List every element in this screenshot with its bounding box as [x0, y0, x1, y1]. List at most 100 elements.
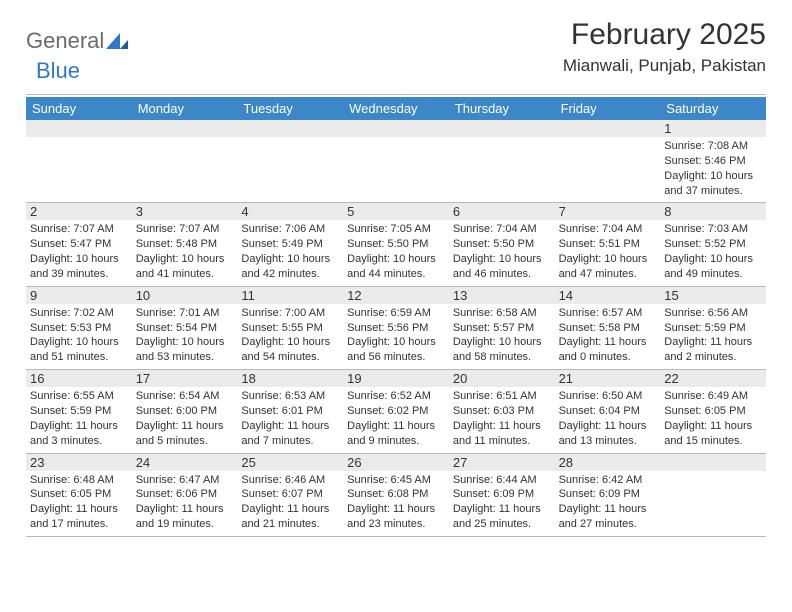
- sunrise-text: Sunrise: 6:42 AM: [559, 473, 657, 488]
- sunset-text: Sunset: 6:09 PM: [559, 487, 657, 502]
- day-number: 8: [660, 203, 766, 220]
- location-text: Mianwali, Punjab, Pakistan: [563, 56, 766, 76]
- day-cell: 2Sunrise: 7:07 AMSunset: 5:47 PMDaylight…: [26, 203, 132, 285]
- day-number: [449, 120, 555, 137]
- sunrise-text: Sunrise: 7:07 AM: [136, 222, 234, 237]
- week-row: 9Sunrise: 7:02 AMSunset: 5:53 PMDaylight…: [26, 287, 766, 370]
- day-number: 1: [660, 120, 766, 137]
- week-row: 2Sunrise: 7:07 AMSunset: 5:47 PMDaylight…: [26, 203, 766, 286]
- day-details: Sunrise: 6:42 AMSunset: 6:09 PMDaylight:…: [559, 473, 657, 532]
- sunrise-text: Sunrise: 6:57 AM: [559, 306, 657, 321]
- day-details: Sunrise: 6:45 AMSunset: 6:08 PMDaylight:…: [347, 473, 445, 532]
- header-divider: [26, 94, 766, 95]
- day-cell: 23Sunrise: 6:48 AMSunset: 6:05 PMDayligh…: [26, 454, 132, 536]
- day-number: 20: [449, 370, 555, 387]
- daylight-text: Daylight: 11 hours and 2 minutes.: [664, 335, 762, 365]
- sunset-text: Sunset: 5:53 PM: [30, 321, 128, 336]
- day-details: Sunrise: 6:51 AMSunset: 6:03 PMDaylight:…: [453, 389, 551, 448]
- sunset-text: Sunset: 5:59 PM: [30, 404, 128, 419]
- daylight-text: Daylight: 11 hours and 17 minutes.: [30, 502, 128, 532]
- daylight-text: Daylight: 11 hours and 15 minutes.: [664, 419, 762, 449]
- sunrise-text: Sunrise: 6:55 AM: [30, 389, 128, 404]
- calendar-grid: 1 Sunrise: 7:08 AMSunset: 5:46 PMDaylight…: [26, 120, 766, 537]
- day-cell: 9Sunrise: 7:02 AMSunset: 5:53 PMDaylight…: [26, 287, 132, 369]
- sunset-text: Sunset: 5:47 PM: [30, 237, 128, 252]
- day-details: Sunrise: 7:08 AMSunset: 5:46 PMDaylight:…: [664, 139, 762, 198]
- day-details: Sunrise: 6:58 AMSunset: 5:57 PMDaylight:…: [453, 306, 551, 365]
- day-details: Sunrise: 6:57 AMSunset: 5:58 PMDaylight:…: [559, 306, 657, 365]
- sunset-text: Sunset: 6:04 PM: [559, 404, 657, 419]
- month-title: February 2025: [563, 18, 766, 52]
- day-details: Sunrise: 6:56 AMSunset: 5:59 PMDaylight:…: [664, 306, 762, 365]
- day-number: 27: [449, 454, 555, 471]
- day-cell: 27 Sunrise: 6:44 AMSunset: 6:09 PMDayligh…: [449, 454, 555, 536]
- sunset-text: Sunset: 6:03 PM: [453, 404, 551, 419]
- day-cell: 25Sunrise: 6:46 AMSunset: 6:07 PMDayligh…: [237, 454, 343, 536]
- daylight-text: Daylight: 11 hours and 7 minutes.: [241, 419, 339, 449]
- day-cell: 12Sunrise: 6:59 AMSunset: 5:56 PMDayligh…: [343, 287, 449, 369]
- day-cell: 22Sunrise: 6:49 AMSunset: 6:05 PMDayligh…: [660, 370, 766, 452]
- weekday-header-row: Sunday Monday Tuesday Wednesday Thursday…: [26, 97, 766, 120]
- day-details: Sunrise: 6:46 AMSunset: 6:07 PMDaylight:…: [241, 473, 339, 532]
- day-number: 7: [555, 203, 661, 220]
- day-cell: 7 Sunrise: 7:04 AMSunset: 5:51 PMDaylight…: [555, 203, 661, 285]
- day-details: Sunrise: 7:02 AMSunset: 5:53 PMDaylight:…: [30, 306, 128, 365]
- day-number: 12: [343, 287, 449, 304]
- day-cell: [343, 120, 449, 202]
- sunset-text: Sunset: 6:02 PM: [347, 404, 445, 419]
- logo-text-blue: Blue: [36, 58, 80, 83]
- day-cell: [132, 120, 238, 202]
- daylight-text: Daylight: 10 hours and 37 minutes.: [664, 169, 762, 199]
- sunset-text: Sunset: 5:50 PM: [453, 237, 551, 252]
- logo-text-general: General: [26, 28, 104, 54]
- week-row: 1 Sunrise: 7:08 AMSunset: 5:46 PMDaylight…: [26, 120, 766, 203]
- day-cell: [26, 120, 132, 202]
- day-number: 3: [132, 203, 238, 220]
- sunrise-text: Sunrise: 7:06 AM: [241, 222, 339, 237]
- day-number: 22: [660, 370, 766, 387]
- sunrise-text: Sunrise: 6:45 AM: [347, 473, 445, 488]
- day-details: Sunrise: 7:07 AMSunset: 5:47 PMDaylight:…: [30, 222, 128, 281]
- daylight-text: Daylight: 10 hours and 39 minutes.: [30, 252, 128, 282]
- weekday-monday: Monday: [132, 97, 238, 120]
- sunset-text: Sunset: 5:56 PM: [347, 321, 445, 336]
- sunset-text: Sunset: 5:59 PM: [664, 321, 762, 336]
- day-details: Sunrise: 7:00 AMSunset: 5:55 PMDaylight:…: [241, 306, 339, 365]
- sunset-text: Sunset: 6:09 PM: [453, 487, 551, 502]
- sunrise-text: Sunrise: 7:03 AM: [664, 222, 762, 237]
- daylight-text: Daylight: 10 hours and 41 minutes.: [136, 252, 234, 282]
- day-cell: 15 Sunrise: 6:56 AMSunset: 5:59 PMDayligh…: [660, 287, 766, 369]
- sunrise-text: Sunrise: 7:01 AM: [136, 306, 234, 321]
- day-details: Sunrise: 7:04 AMSunset: 5:51 PMDaylight:…: [559, 222, 657, 281]
- day-cell: 16Sunrise: 6:55 AMSunset: 5:59 PMDayligh…: [26, 370, 132, 452]
- sunset-text: Sunset: 5:50 PM: [347, 237, 445, 252]
- sunrise-text: Sunrise: 6:54 AM: [136, 389, 234, 404]
- daylight-text: Daylight: 11 hours and 13 minutes.: [559, 419, 657, 449]
- day-number: 17: [132, 370, 238, 387]
- sunset-text: Sunset: 6:07 PM: [241, 487, 339, 502]
- day-cell: 1 Sunrise: 7:08 AMSunset: 5:46 PMDaylight…: [660, 120, 766, 202]
- daylight-text: Daylight: 11 hours and 0 minutes.: [559, 335, 657, 365]
- day-cell: [449, 120, 555, 202]
- sunset-text: Sunset: 6:05 PM: [664, 404, 762, 419]
- day-number: 15: [660, 287, 766, 304]
- day-details: Sunrise: 6:55 AMSunset: 5:59 PMDaylight:…: [30, 389, 128, 448]
- day-details: Sunrise: 6:44 AMSunset: 6:09 PMDaylight:…: [453, 473, 551, 532]
- sunrise-text: Sunrise: 7:02 AM: [30, 306, 128, 321]
- daylight-text: Daylight: 11 hours and 5 minutes.: [136, 419, 234, 449]
- day-cell: 24Sunrise: 6:47 AMSunset: 6:06 PMDayligh…: [132, 454, 238, 536]
- day-number: [237, 120, 343, 137]
- day-number: 6: [449, 203, 555, 220]
- day-details: Sunrise: 6:52 AMSunset: 6:02 PMDaylight:…: [347, 389, 445, 448]
- sunrise-text: Sunrise: 7:08 AM: [664, 139, 762, 154]
- day-details: Sunrise: 7:06 AMSunset: 5:49 PMDaylight:…: [241, 222, 339, 281]
- weekday-saturday: Saturday: [660, 97, 766, 120]
- daylight-text: Daylight: 11 hours and 21 minutes.: [241, 502, 339, 532]
- daylight-text: Daylight: 11 hours and 11 minutes.: [453, 419, 551, 449]
- sunrise-text: Sunrise: 6:46 AM: [241, 473, 339, 488]
- daylight-text: Daylight: 10 hours and 53 minutes.: [136, 335, 234, 365]
- day-number: 18: [237, 370, 343, 387]
- sunset-text: Sunset: 5:51 PM: [559, 237, 657, 252]
- day-details: Sunrise: 7:01 AMSunset: 5:54 PMDaylight:…: [136, 306, 234, 365]
- week-row: 23Sunrise: 6:48 AMSunset: 6:05 PMDayligh…: [26, 454, 766, 537]
